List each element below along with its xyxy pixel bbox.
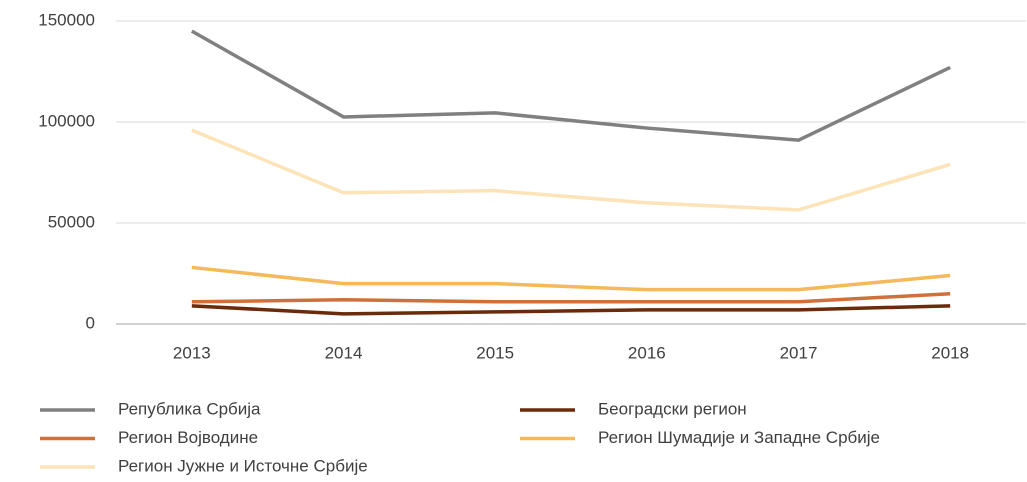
x-tick-label: 2017 — [780, 343, 818, 362]
series-line — [191, 265, 951, 292]
y-tick-label: 150000 — [38, 10, 95, 29]
legend-label: Београдски регион — [598, 399, 747, 418]
legend-label: Регион Шумадије и Западне Србије — [598, 428, 880, 447]
x-tick-label: 2018 — [931, 343, 969, 362]
series-line — [191, 291, 951, 304]
series-line — [191, 128, 951, 212]
y-tick-label: 100000 — [38, 111, 95, 130]
x-tick-label: 2014 — [325, 343, 363, 362]
x-tick-label: 2015 — [476, 343, 514, 362]
y-tick-label: 0 — [86, 313, 95, 332]
x-tick-label: 2016 — [628, 343, 666, 362]
series-line — [190, 29, 951, 142]
legend-label: Регион Јужне и Источне Србије — [118, 456, 368, 475]
y-tick-label: 50000 — [48, 212, 95, 231]
legend-label: Регион Војводине — [118, 428, 258, 447]
series-line — [191, 304, 951, 316]
x-tick-label: 2013 — [173, 343, 211, 362]
legend-label: Република Србија — [118, 399, 261, 418]
